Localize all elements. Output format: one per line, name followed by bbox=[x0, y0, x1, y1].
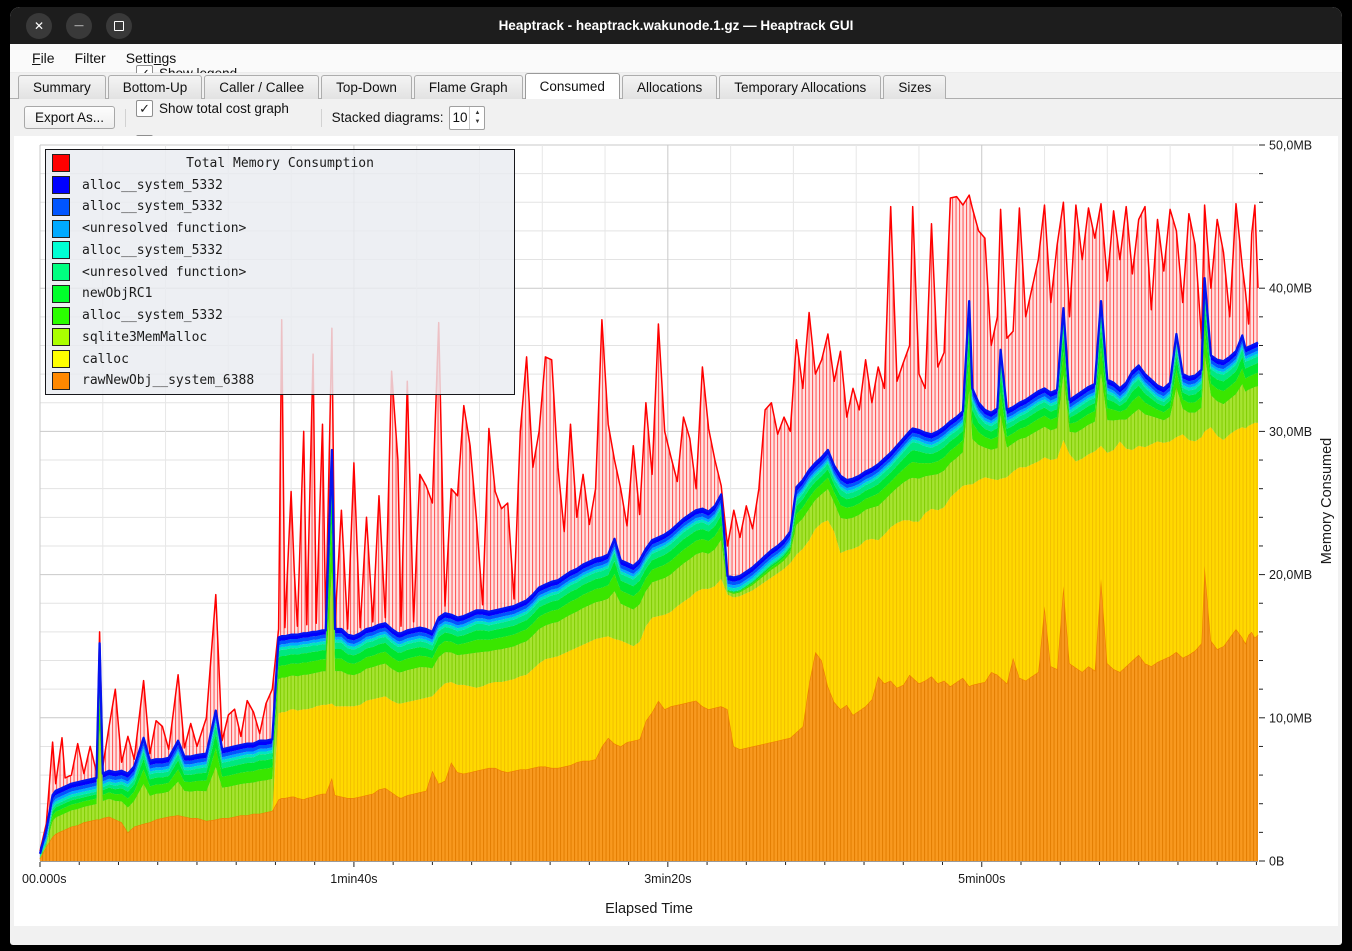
legend-label: alloc__system_5332 bbox=[82, 242, 223, 258]
legend-swatch bbox=[52, 306, 70, 325]
y-axis-title: Memory Consumed bbox=[1319, 438, 1335, 565]
stacked-diagrams-spinbox[interactable]: 10 ▲ ▼ bbox=[449, 105, 486, 130]
legend-label: Total Memory Consumption bbox=[186, 155, 374, 171]
svg-text:30,0MB: 30,0MB bbox=[1269, 425, 1312, 439]
legend-label: <unresolved function> bbox=[82, 221, 247, 236]
toolbar-separator bbox=[125, 108, 127, 127]
legend-label: <unresolved function> bbox=[82, 264, 247, 280]
legend-swatch bbox=[52, 284, 70, 303]
legend-label: newObjRC1 bbox=[82, 286, 153, 302]
maximize-icon bbox=[114, 20, 124, 31]
legend-swatch bbox=[52, 154, 70, 173]
legend-label: alloc__system_5332 bbox=[82, 199, 223, 215]
legend-label: alloc__system_5332 bbox=[82, 177, 223, 193]
window-title: Heaptrack - heaptrack.wakunode.1.gz — He… bbox=[498, 18, 854, 33]
x-axis-title: Elapsed Time bbox=[605, 901, 693, 917]
tab-allocations[interactable]: Allocations bbox=[621, 75, 718, 99]
spin-down-icon[interactable]: ▼ bbox=[474, 118, 481, 125]
close-icon: ✕ bbox=[33, 18, 45, 33]
legend-label: rawNewObj__system_6388 bbox=[82, 373, 255, 389]
app-window: ✕ — Heaptrack - heaptrack.wakunode.1.gz … bbox=[10, 7, 1342, 945]
toolbar-separator bbox=[320, 108, 322, 127]
legend-label: sqlite3MemMalloc bbox=[82, 329, 208, 345]
minimize-icon: — bbox=[74, 20, 84, 30]
menu-file[interactable]: File bbox=[32, 50, 55, 66]
svg-text:00.000s: 00.000s bbox=[22, 872, 66, 886]
legend-title-row: Total Memory Consumption bbox=[46, 153, 514, 174]
svg-text:20,0MB: 20,0MB bbox=[1269, 568, 1312, 582]
toolbar: Export As... ✓Show legend ✓Show total co… bbox=[10, 65, 1342, 152]
legend-item: <unresolved function> bbox=[46, 218, 514, 239]
stacked-diagrams-value: 10 bbox=[452, 110, 468, 125]
minimize-button[interactable]: — bbox=[66, 12, 92, 39]
maximize-button[interactable] bbox=[106, 12, 132, 39]
svg-text:3min20s: 3min20s bbox=[644, 872, 691, 886]
svg-text:40,0MB: 40,0MB bbox=[1269, 282, 1312, 296]
legend-item: <unresolved function> bbox=[46, 262, 514, 283]
tab-flame-graph[interactable]: Flame Graph bbox=[413, 75, 523, 99]
chart-canvas: 0B 10,0MB 20,0MB 30,0MB 40,0MB 50,0MB 00.000s 1… bbox=[22, 139, 1335, 918]
legend-label: alloc__system_5332 bbox=[82, 308, 223, 323]
svg-text:50,0MB: 50,0MB bbox=[1269, 139, 1312, 153]
legend-swatch bbox=[52, 263, 70, 281]
legend-item: alloc__system_5332 bbox=[46, 240, 514, 261]
legend-item: sqlite3MemMalloc bbox=[46, 327, 514, 348]
tab-summary[interactable]: Summary bbox=[18, 75, 106, 99]
spinbox-arrows[interactable]: ▲ ▼ bbox=[469, 106, 484, 129]
tab-temporary-allocations[interactable]: Temporary Allocations bbox=[719, 75, 882, 99]
menu-settings[interactable]: Settings bbox=[125, 50, 177, 66]
spin-up-icon[interactable]: ▲ bbox=[474, 110, 481, 117]
tab-bottom-up[interactable]: Bottom-Up bbox=[107, 75, 203, 99]
legend-swatch bbox=[52, 241, 70, 260]
legend-item: alloc__system_5332 bbox=[46, 305, 514, 326]
checkbox-icon: ✓ bbox=[136, 100, 154, 117]
title-bar: ✕ — Heaptrack - heaptrack.wakunode.1.gz … bbox=[10, 7, 1342, 44]
menu-bar: File Filter Settings bbox=[10, 44, 1342, 73]
svg-text:10,0MB: 10,0MB bbox=[1269, 711, 1312, 725]
legend-item: newObjRC1 bbox=[46, 283, 514, 304]
checkbox-show-total-cost-graph[interactable]: ✓ Show total cost graph bbox=[136, 100, 311, 117]
svg-text:5min00s: 5min00s bbox=[958, 872, 1005, 886]
svg-text:1min40s: 1min40s bbox=[330, 872, 377, 886]
checkbox-label: Show total cost graph bbox=[159, 101, 289, 116]
legend-swatch bbox=[52, 219, 70, 238]
menu-filter[interactable]: Filter bbox=[74, 50, 106, 66]
tab-consumed[interactable]: Consumed bbox=[524, 73, 620, 99]
export-as-button[interactable]: Export As... bbox=[24, 106, 116, 129]
memory-consumption-chart[interactable]: 0B 10,0MB 20,0MB 30,0MB 40,0MB 50,0MB 00.000s 1… bbox=[14, 136, 1338, 926]
legend-swatch bbox=[52, 328, 70, 347]
legend-swatch bbox=[52, 350, 70, 368]
legend-swatch bbox=[52, 176, 70, 194]
tab-sizes[interactable]: Sizes bbox=[883, 75, 947, 99]
legend-label: calloc bbox=[82, 351, 129, 367]
tab-top-down[interactable]: Top-Down bbox=[321, 75, 412, 99]
chart-legend: Total Memory Consumption alloc__system_53… bbox=[45, 149, 515, 395]
close-button[interactable]: ✕ bbox=[26, 12, 52, 39]
legend-swatch bbox=[52, 197, 70, 216]
legend-item: alloc__system_5332 bbox=[46, 196, 514, 217]
legend-item: alloc__system_5332 bbox=[46, 175, 514, 196]
stacked-diagrams-label: Stacked diagrams: bbox=[331, 110, 444, 125]
svg-text:0B: 0B bbox=[1269, 855, 1284, 869]
legend-item: calloc bbox=[46, 349, 514, 370]
tab-bar: Summary Bottom-Up Caller / Callee Top-Down F… bbox=[10, 73, 1342, 99]
legend-item: rawNewObj__system_6388 bbox=[46, 370, 514, 391]
tab-caller-callee[interactable]: Caller / Callee bbox=[204, 75, 320, 99]
legend-swatch bbox=[52, 371, 70, 390]
